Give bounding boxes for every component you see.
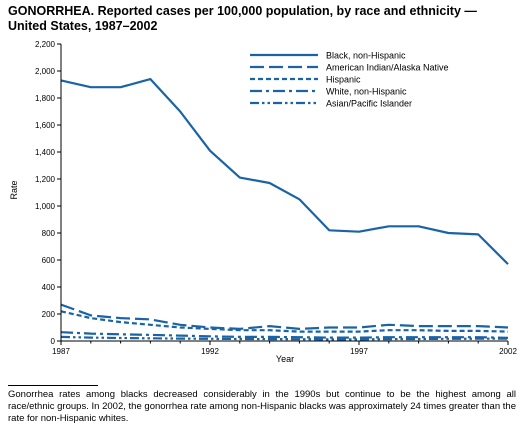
- footnote-divider: [8, 385, 98, 386]
- y-tick-label: 600: [42, 256, 56, 265]
- legend-label-2: American Indian/Alaska Native: [326, 63, 449, 73]
- y-tick-label: 1,400: [35, 148, 56, 157]
- legend-label-1: Black, non-Hispanic: [326, 51, 406, 61]
- y-tick-label: 200: [42, 310, 56, 319]
- chart-title: GONORRHEA. Reported cases per 100,000 po…: [8, 4, 477, 33]
- y-tick-label: 400: [42, 283, 56, 292]
- x-tick-label: 1992: [201, 347, 219, 356]
- y-tick-label: 0: [51, 337, 56, 346]
- y-axis-label: Rate: [9, 180, 19, 199]
- y-tick-label: 2,000: [35, 67, 56, 76]
- series-line-2: [60, 303, 509, 330]
- series-line-4: [60, 331, 509, 339]
- y-tick-label: 1,600: [35, 121, 56, 130]
- series-line-3: [60, 310, 509, 333]
- y-tick-label: 800: [42, 229, 56, 238]
- legend: Black, non-Hispanic American Indian/Alask…: [250, 51, 449, 109]
- x-tick-label: 1997: [350, 347, 368, 356]
- series-line-5: [60, 335, 509, 341]
- legend-label-3: Hispanic: [326, 75, 361, 85]
- ticks-layer: 0 200 400 600 800 1,000 1,200 1,400 1,600 1,800 2,…: [35, 40, 517, 356]
- footnote: Gonorrhea rates among blacks decreased c…: [8, 389, 516, 424]
- x-tick-label: 2002: [499, 347, 517, 356]
- x-tick-label: 1987: [52, 347, 70, 356]
- y-tick-label: 1,800: [35, 94, 56, 103]
- x-axis-label: Year: [276, 354, 294, 364]
- y-tick-label: 1,200: [35, 175, 56, 184]
- axes-layer: [60, 44, 508, 342]
- series-line-1: [60, 77, 509, 265]
- line-chart: 0 200 400 600 800 1,000 1,200 1,400 1,600 1,800 2,…: [9, 40, 517, 364]
- y-tick-label: 2,200: [35, 40, 56, 49]
- series-layer: [60, 77, 509, 341]
- legend-label-5: Asian/Pacific Islander: [326, 99, 412, 109]
- legend-label-4: White, non-Hispanic: [326, 87, 407, 97]
- y-tick-label: 1,000: [35, 202, 56, 211]
